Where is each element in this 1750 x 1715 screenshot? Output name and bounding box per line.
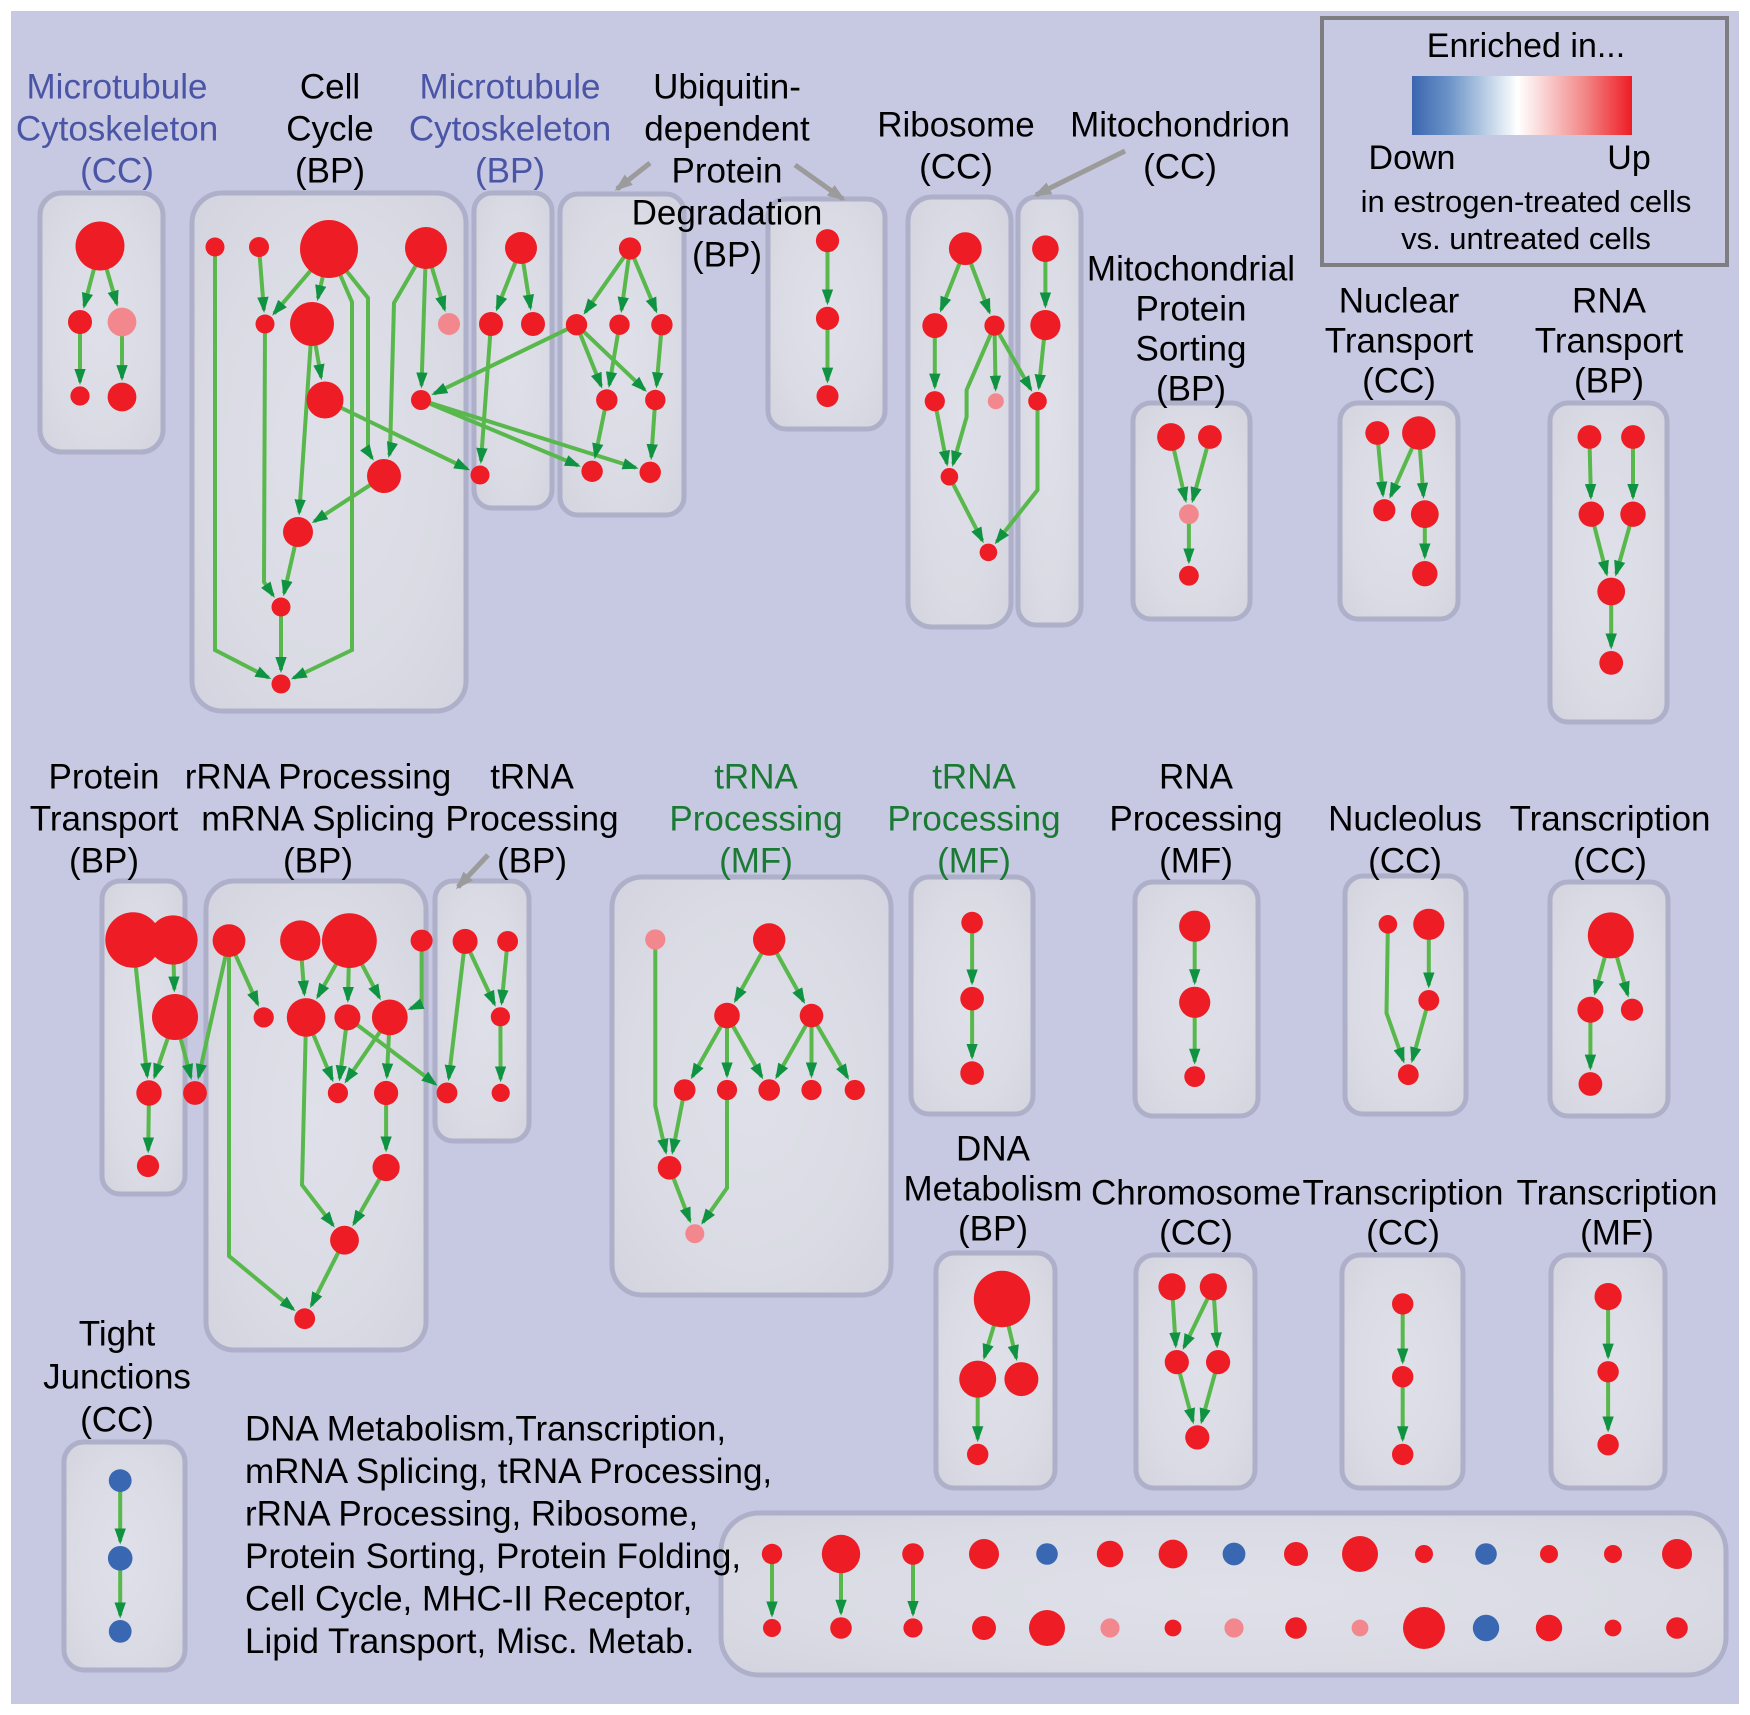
- svg-text:tRNA: tRNA: [490, 757, 574, 796]
- svg-text:Transport: Transport: [1325, 321, 1474, 360]
- svg-text:Cell: Cell: [300, 67, 360, 106]
- svg-text:Microtubule: Microtubule: [420, 67, 601, 106]
- svg-text:(CC): (CC): [1368, 841, 1442, 880]
- svg-text:mRNA Splicing, tRNA Processing: mRNA Splicing, tRNA Processing,: [245, 1452, 772, 1491]
- svg-text:Tight: Tight: [79, 1314, 156, 1353]
- svg-text:Processing: Processing: [887, 799, 1060, 838]
- svg-text:in estrogen-treated cells: in estrogen-treated cells: [1361, 184, 1692, 219]
- svg-text:Sorting: Sorting: [1136, 329, 1247, 368]
- svg-text:Chromosome: Chromosome: [1091, 1173, 1301, 1212]
- svg-text:Processing: Processing: [669, 799, 842, 838]
- svg-text:tRNA: tRNA: [714, 757, 798, 796]
- svg-text:(BP): (BP): [475, 151, 545, 190]
- svg-text:(CC): (CC): [80, 1400, 154, 1439]
- svg-text:(MF): (MF): [719, 841, 793, 880]
- svg-text:rRNA Processing: rRNA Processing: [185, 757, 451, 796]
- svg-text:(BP): (BP): [1574, 361, 1644, 400]
- svg-text:(BP): (BP): [958, 1209, 1028, 1248]
- svg-text:Transcription: Transcription: [1510, 799, 1711, 838]
- svg-text:Transport: Transport: [1535, 321, 1684, 360]
- svg-text:Protein Sorting, Protein Foldi: Protein Sorting, Protein Folding,: [245, 1537, 741, 1576]
- svg-text:(CC): (CC): [1362, 361, 1436, 400]
- svg-text:Cytoskeleton: Cytoskeleton: [16, 109, 218, 148]
- svg-text:(MF): (MF): [937, 841, 1011, 880]
- svg-text:(CC): (CC): [1366, 1213, 1440, 1252]
- svg-text:(BP): (BP): [295, 151, 365, 190]
- svg-text:Protein: Protein: [49, 757, 160, 796]
- svg-text:Enriched in...: Enriched in...: [1427, 27, 1625, 65]
- svg-text:dependent: dependent: [644, 109, 810, 148]
- svg-text:(BP): (BP): [69, 841, 139, 880]
- svg-text:Processing: Processing: [1109, 799, 1282, 838]
- svg-text:vs. untreated cells: vs. untreated cells: [1401, 221, 1651, 256]
- svg-text:Processing: Processing: [445, 799, 618, 838]
- svg-text:Junctions: Junctions: [43, 1357, 191, 1396]
- svg-text:mRNA Splicing: mRNA Splicing: [201, 799, 434, 838]
- svg-text:Mitochondrial: Mitochondrial: [1087, 249, 1295, 288]
- svg-text:Nucleolus: Nucleolus: [1328, 799, 1482, 838]
- svg-text:Mitochondrion: Mitochondrion: [1070, 105, 1290, 144]
- svg-text:(CC): (CC): [1573, 841, 1647, 880]
- svg-text:Cycle: Cycle: [286, 109, 374, 148]
- svg-text:Ubiquitin-: Ubiquitin-: [653, 67, 801, 106]
- svg-text:(CC): (CC): [80, 151, 154, 190]
- svg-text:Nuclear: Nuclear: [1339, 281, 1460, 320]
- svg-text:Down: Down: [1369, 139, 1456, 177]
- svg-text:DNA: DNA: [956, 1129, 1031, 1168]
- svg-text:rRNA Processing, Ribosome,: rRNA Processing, Ribosome,: [245, 1494, 698, 1533]
- svg-text:RNA: RNA: [1572, 281, 1647, 320]
- svg-text:Transport: Transport: [30, 799, 179, 838]
- svg-text:Cell Cycle, MHC-II Receptor,: Cell Cycle, MHC-II Receptor,: [245, 1579, 692, 1618]
- svg-text:(CC): (CC): [919, 147, 993, 186]
- svg-text:tRNA: tRNA: [932, 757, 1016, 796]
- svg-text:Lipid Transport, Misc. Metab.: Lipid Transport, Misc. Metab.: [245, 1622, 694, 1661]
- svg-text:RNA: RNA: [1159, 757, 1234, 796]
- svg-text:Degradation: Degradation: [632, 193, 823, 232]
- svg-text:Microtubule: Microtubule: [27, 67, 208, 106]
- svg-text:(MF): (MF): [1159, 841, 1233, 880]
- svg-text:Up: Up: [1607, 139, 1650, 177]
- svg-text:(CC): (CC): [1159, 1213, 1233, 1252]
- svg-text:Transcription: Transcription: [1303, 1173, 1504, 1212]
- svg-text:Transcription: Transcription: [1517, 1173, 1718, 1212]
- svg-text:Ribosome: Ribosome: [877, 105, 1035, 144]
- svg-text:(BP): (BP): [283, 841, 353, 880]
- svg-text:DNA Metabolism,Transcription,: DNA Metabolism,Transcription,: [245, 1409, 726, 1448]
- svg-text:Metabolism: Metabolism: [904, 1169, 1083, 1208]
- svg-text:Cytoskeleton: Cytoskeleton: [409, 109, 611, 148]
- svg-text:Protein: Protein: [672, 151, 783, 190]
- svg-text:(BP): (BP): [692, 235, 762, 274]
- svg-text:Protein: Protein: [1136, 289, 1247, 328]
- svg-text:(BP): (BP): [1156, 369, 1226, 408]
- svg-text:(MF): (MF): [1580, 1213, 1654, 1252]
- svg-text:(CC): (CC): [1143, 147, 1217, 186]
- svg-text:(BP): (BP): [497, 841, 567, 880]
